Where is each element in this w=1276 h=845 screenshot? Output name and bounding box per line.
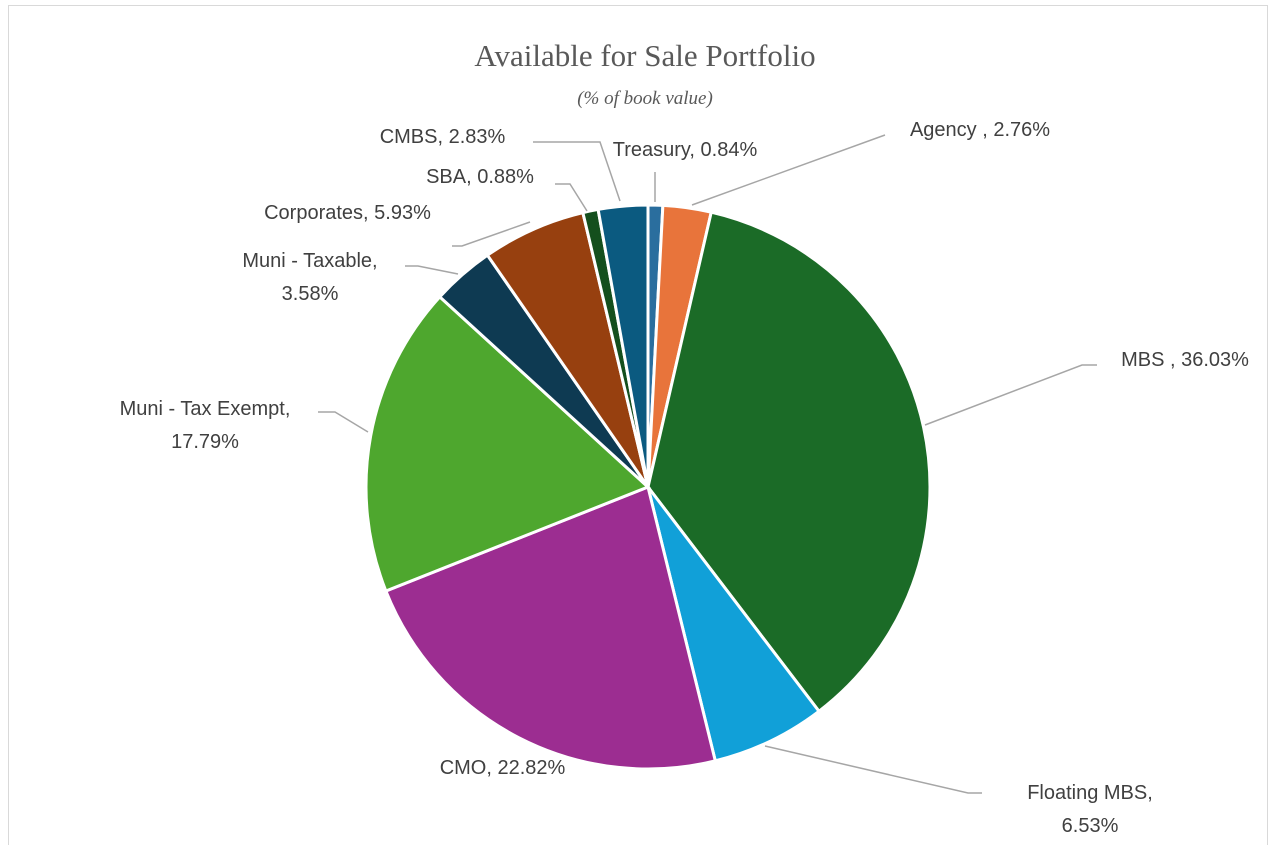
leader-line <box>924 364 1097 426</box>
leader-line <box>405 265 459 275</box>
data-label: CMO, 22.82% <box>439 757 566 779</box>
pie-slice <box>364 294 651 593</box>
leader-line <box>533 141 621 202</box>
pie-slice <box>646 486 822 763</box>
chart-title: Available for Sale Portfolio <box>474 38 815 73</box>
data-label: Corporates, 5.93% <box>264 202 431 224</box>
data-label: MBS , 36.03% <box>1121 349 1249 371</box>
pie-slice <box>646 210 932 714</box>
data-label: Treasury, 0.84% <box>612 139 758 161</box>
leader-line <box>318 411 369 433</box>
leader-line <box>764 745 982 794</box>
data-label: Agency , 2.76% <box>909 119 1051 141</box>
chart-subtitle: (% of book value) <box>577 88 713 109</box>
leader-line <box>691 134 886 206</box>
data-label: SBA, 0.88% <box>426 166 534 188</box>
pie-slice <box>596 203 650 488</box>
chart-frame <box>8 5 1268 845</box>
data-label: CMBS, 2.83% <box>379 126 506 148</box>
leader-line <box>555 183 588 212</box>
data-label: Floating MBS, 6.53% <box>1027 782 1153 837</box>
pie-slice <box>383 484 718 771</box>
data-label: Muni - Tax Exempt, 17.79% <box>119 398 291 453</box>
leader-line <box>452 221 531 247</box>
data-label: Muni - Taxable, 3.58% <box>242 250 378 305</box>
